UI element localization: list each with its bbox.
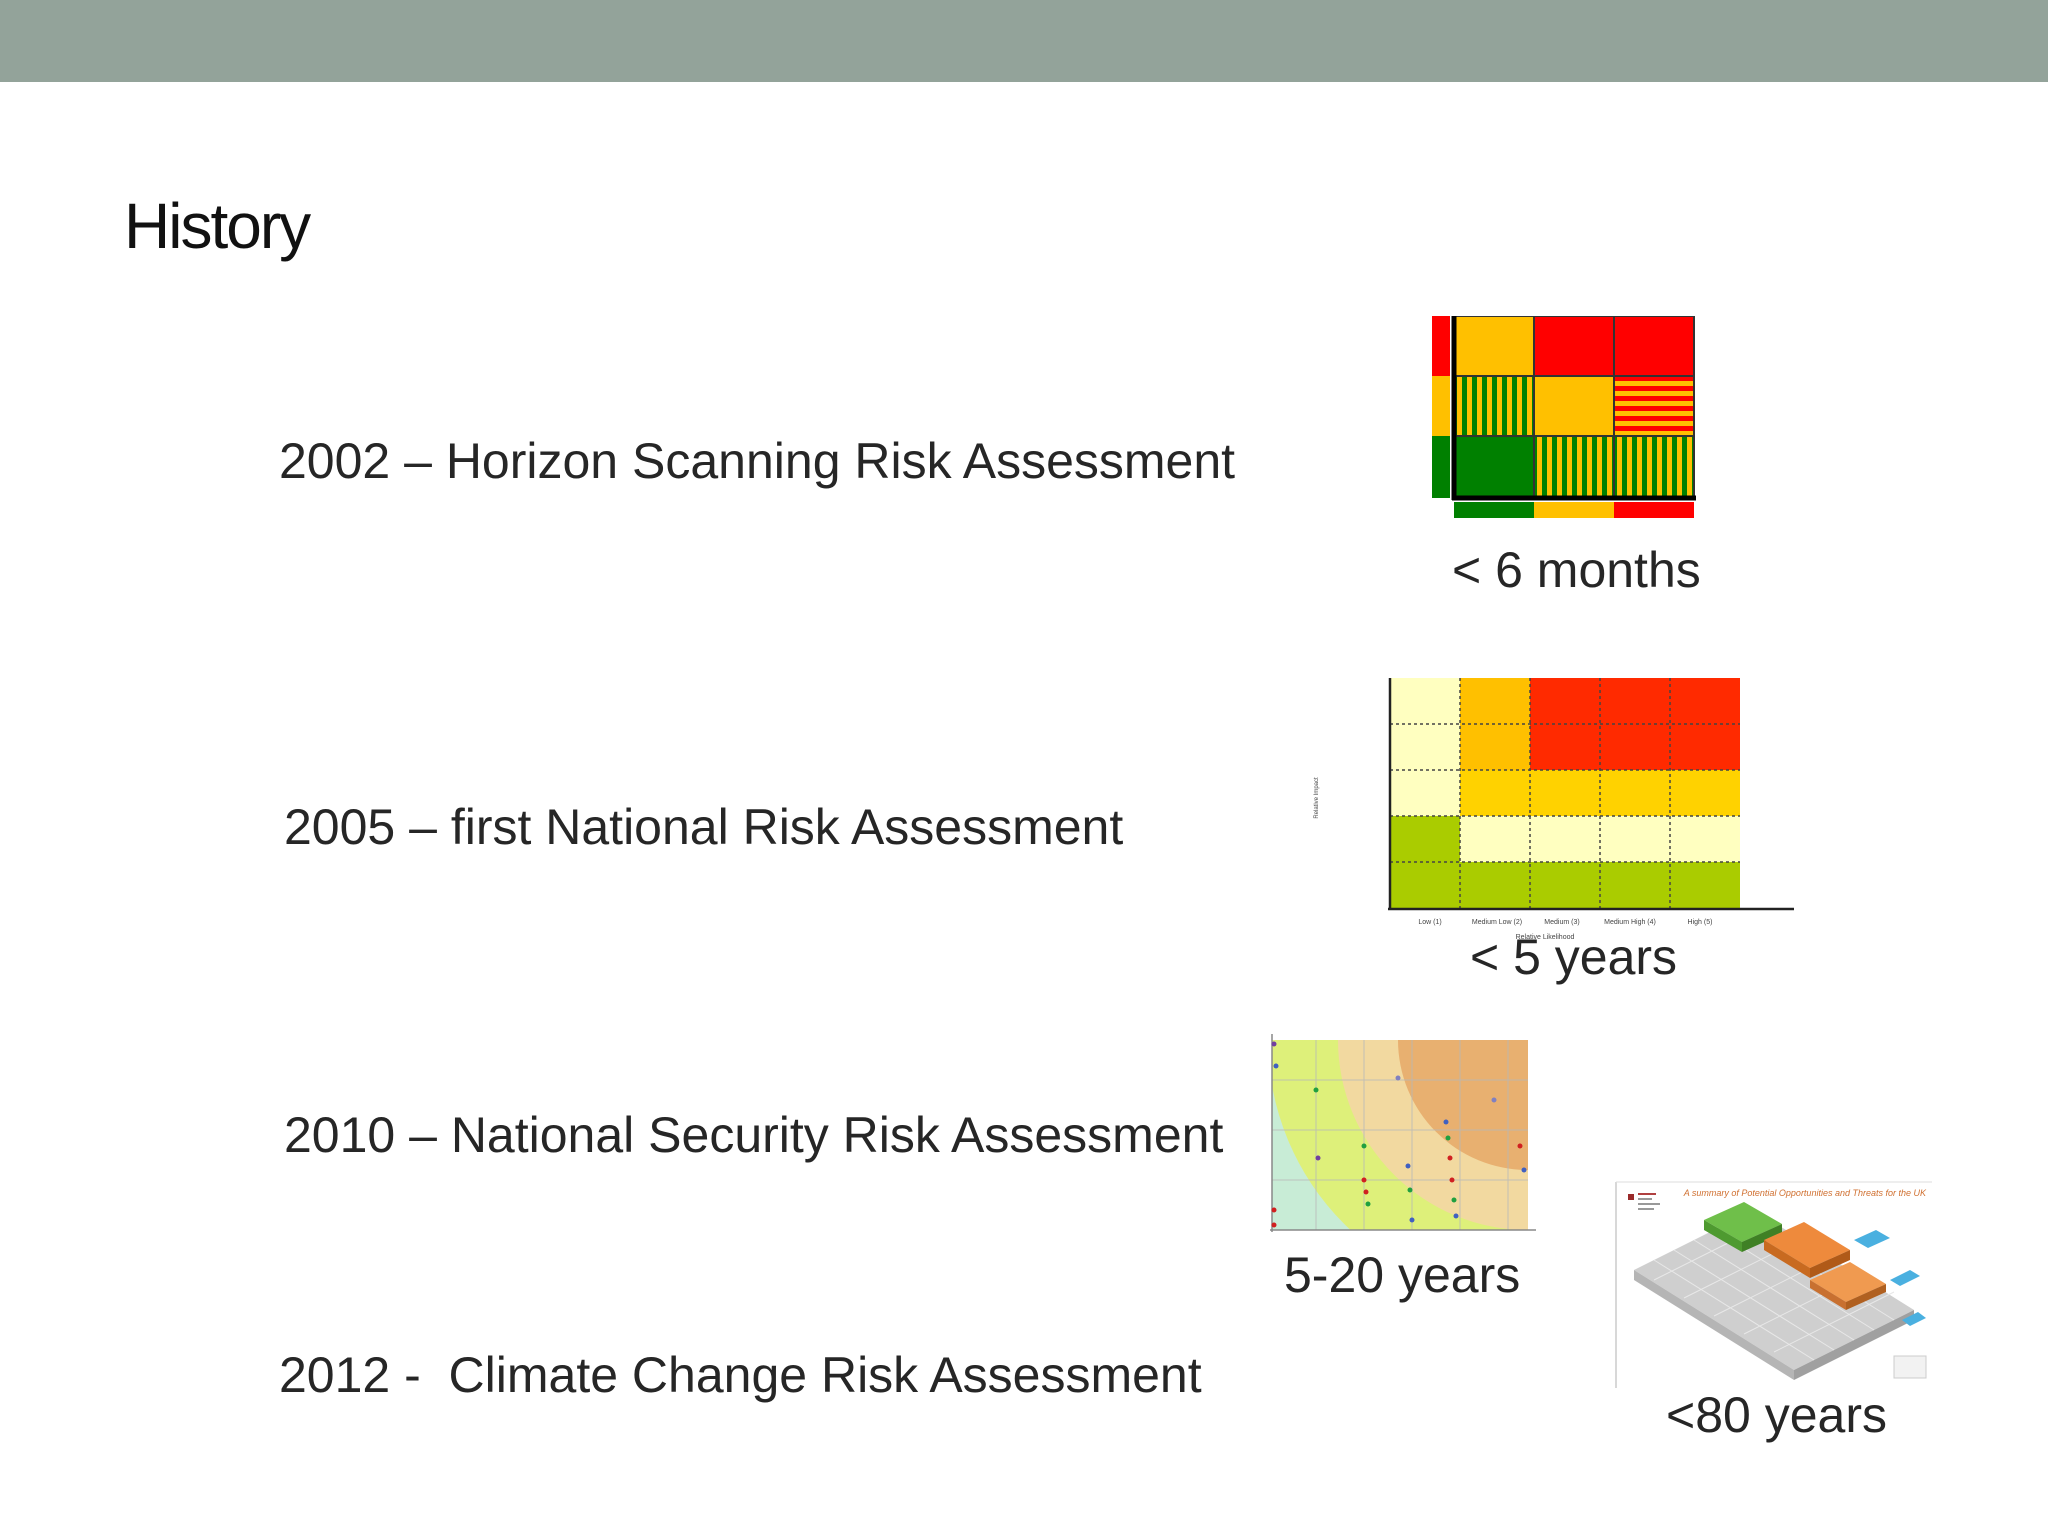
slide-title: History [124, 190, 311, 262]
header-bar [0, 0, 2048, 82]
risk-matrix-2005: Relative Impact Low (1) Medium Low (2) M… [1314, 678, 1794, 941]
x-tick-label: Low (1) [1418, 919, 1441, 926]
caption-2005: < 5 years [1470, 929, 1678, 985]
x-tick-label: High (5) [1688, 919, 1713, 926]
x-axis-label: Relative Likelihood [1516, 934, 1575, 941]
risk-chart-2010 [1270, 1034, 1536, 1232]
x-tick-label: Medium (3) [1544, 919, 1579, 926]
ccra-title: A summary of Potential Opportunities and… [1683, 1188, 1927, 1198]
ccra-chart-2012: A summary of Potential Opportunities and… [1614, 1180, 1934, 1390]
entry-2012: 2012 - Climate Change Risk Assessment [279, 1347, 1202, 1403]
entry-2010: 2010 – National Security Risk Assessment [284, 1107, 1224, 1163]
risk-matrix-2002 [1432, 316, 1696, 518]
x-tick-label: Medium High (4) [1604, 919, 1656, 926]
caption-2012: <80 years [1666, 1387, 1887, 1443]
caption-2010: 5-20 years [1284, 1247, 1521, 1303]
entry-2005: 2005 – first National Risk Assessment [284, 799, 1124, 855]
caption-2002: < 6 months [1452, 542, 1701, 598]
y-axis-label: Relative Impact [1314, 777, 1320, 819]
entry-2002: 2002 – Horizon Scanning Risk Assessment [279, 433, 1236, 489]
x-tick-label: Medium Low (2) [1472, 919, 1522, 926]
